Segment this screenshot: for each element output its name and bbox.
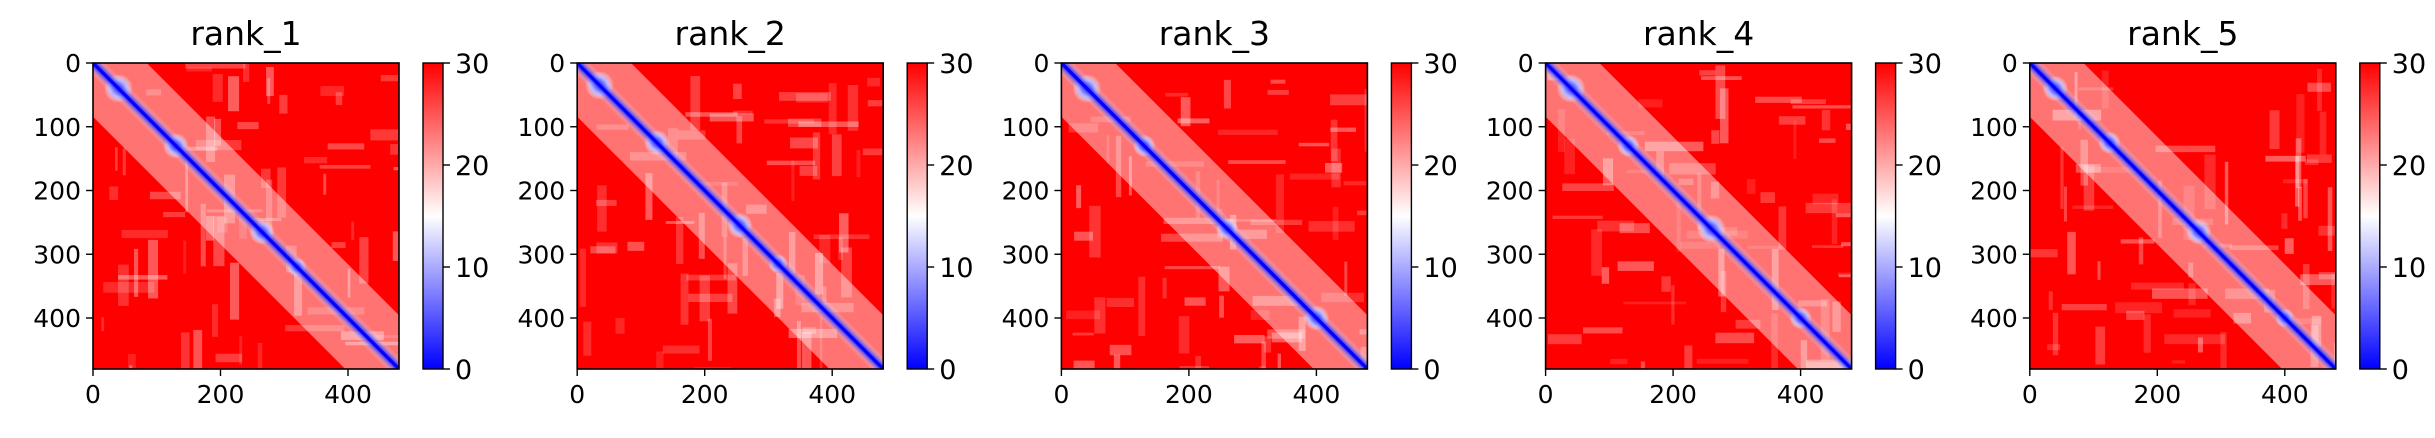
x-tick-label: 200	[1165, 380, 1213, 409]
x-tick-label: 0	[569, 380, 585, 409]
x-tick-label: 0	[2022, 380, 2038, 409]
x-tick-label: 200	[197, 380, 245, 409]
colorbar-tick-label: 0	[1423, 355, 1440, 386]
x-tick-label: 200	[2133, 380, 2181, 409]
colorbar-tick-label: 10	[1423, 253, 1457, 284]
colorbar-tick-label: 20	[1423, 151, 1457, 182]
colorbar-tick-label: 30	[1423, 49, 1457, 80]
x-tick-label: 0	[1538, 380, 1554, 409]
diagonal-line	[1545, 63, 1852, 369]
colorbar-tick-label: 0	[1908, 355, 1925, 386]
colorbar	[1390, 62, 1413, 370]
y-tick-label: 0	[65, 49, 81, 78]
panel-4: rank_4 0 200 400 0 100 200 300 400 0 10 20 30	[1486, 14, 1942, 409]
y-tick-label: 0	[549, 49, 565, 78]
y-tick-label: 100	[1486, 113, 1534, 142]
panel-title: rank_3	[1159, 14, 1270, 53]
x-tick-label: 400	[808, 380, 856, 409]
colorbar-tick-label: 30	[939, 49, 973, 80]
diagonal-line	[2029, 63, 2336, 369]
y-tick-label: 100	[33, 113, 81, 142]
heatmap	[1061, 63, 1368, 369]
colorbar-tick-label: 20	[1908, 151, 1942, 182]
plot-frame	[576, 62, 885, 370]
diagonal-line	[1061, 63, 1368, 369]
panel-1: rank_1 0 200 400 0 100 200 300 400 0 10 20 30	[33, 14, 489, 409]
colorbar-tick-label: 30	[455, 49, 489, 80]
x-tick-label: 0	[85, 380, 101, 409]
y-tick-label: 200	[1002, 177, 1050, 206]
colorbar	[906, 62, 928, 370]
colorbar-tick-label: 0	[455, 355, 472, 386]
panel-3: rank_3 0 200 400 0 100 200 300 400 0 10 20 30	[1002, 14, 1458, 409]
colorbar-tick-label: 0	[939, 355, 956, 386]
y-tick-label: 300	[1970, 240, 2018, 269]
colorbar-tick-label: 30	[1908, 49, 1942, 80]
colorbar-tick-label: 20	[2392, 151, 2426, 182]
panel-title: rank_5	[2127, 14, 2238, 53]
y-tick-label: 100	[1002, 113, 1050, 142]
plot-frame	[92, 62, 400, 370]
heatmap	[2029, 63, 2336, 369]
x-tick-label: 400	[324, 380, 372, 409]
colorbar-tick-label: 10	[939, 253, 973, 284]
y-tick-label: 400	[33, 304, 81, 333]
x-tick-label: 400	[2261, 380, 2309, 409]
panel-title: rank_4	[1643, 14, 1754, 53]
y-tick-label: 200	[1486, 177, 1534, 206]
diagonal-line	[577, 63, 884, 369]
heatmap	[93, 63, 399, 369]
panel-title: rank_1	[190, 14, 301, 53]
colorbar-tick-label: 30	[2392, 49, 2426, 80]
colorbar	[2359, 62, 2381, 370]
y-tick-label: 0	[2002, 49, 2018, 78]
y-tick-label: 400	[1970, 304, 2018, 333]
colorbar	[422, 62, 444, 370]
plot-frame	[1060, 62, 1369, 370]
y-tick-label: 300	[517, 240, 565, 269]
panel-2: rank_2 0 200 400 0 100 200 300 400 0 10 20 30	[517, 14, 973, 409]
colorbar	[1874, 62, 1897, 370]
x-tick-label: 0	[1053, 380, 1069, 409]
y-tick-label: 300	[33, 240, 81, 269]
x-tick-label: 400	[1777, 380, 1825, 409]
panel-title: rank_2	[675, 14, 786, 53]
y-tick-label: 300	[1486, 240, 1534, 269]
x-tick-label: 200	[1649, 380, 1697, 409]
y-tick-label: 0	[1518, 49, 1534, 78]
colorbar-tick-label: 0	[2392, 355, 2409, 386]
diagonal-line	[93, 63, 399, 369]
x-tick-label: 400	[1293, 380, 1341, 409]
colorbar-tick-label: 10	[1908, 253, 1942, 284]
plot-frame	[1544, 62, 1853, 370]
y-tick-label: 0	[1033, 49, 1049, 78]
y-tick-label: 100	[517, 113, 565, 142]
y-tick-label: 400	[517, 304, 565, 333]
heatmap	[577, 63, 884, 369]
y-tick-label: 400	[1002, 304, 1050, 333]
colorbar-tick-label: 10	[455, 253, 489, 284]
colorbar-tick-label: 20	[455, 151, 489, 182]
colorbar-tick-label: 20	[939, 151, 973, 182]
plot-frame	[2029, 62, 2337, 370]
y-tick-label: 200	[1970, 177, 2018, 206]
y-tick-label: 200	[517, 177, 565, 206]
y-tick-label: 300	[1002, 240, 1050, 269]
y-tick-label: 100	[1970, 113, 2018, 142]
colorbar-tick-label: 10	[2392, 253, 2426, 284]
x-tick-label: 200	[681, 380, 729, 409]
y-tick-label: 400	[1486, 304, 1534, 333]
y-tick-label: 200	[33, 177, 81, 206]
panel-5: rank_5 0 200 400 0 100 200 300 400 0 10 20 30	[1970, 14, 2426, 409]
heatmap	[1545, 63, 1852, 369]
